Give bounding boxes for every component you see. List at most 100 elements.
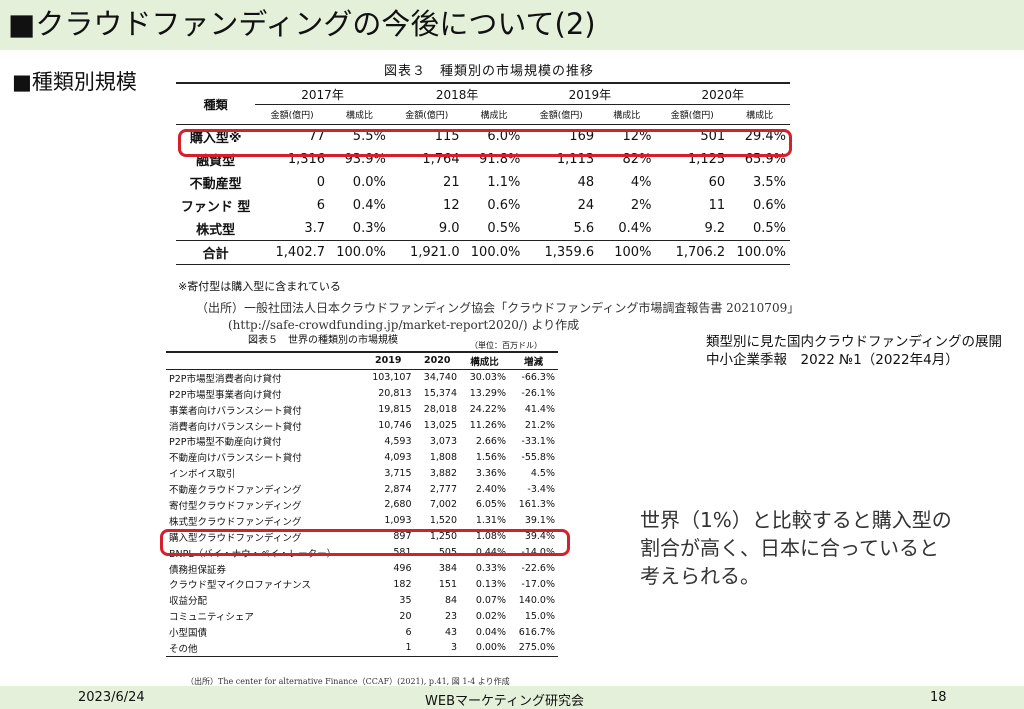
category-cell: 消費者向けバランスシート貸付: [169, 421, 302, 433]
value-cell: 581: [393, 547, 412, 559]
value-cell: 2.66%: [475, 435, 506, 447]
value-cell: 0.04%: [475, 626, 506, 638]
year-header: 2020年: [655, 82, 790, 105]
table2-header: 増減: [509, 350, 558, 370]
amount-cell: 3.7: [304, 221, 326, 236]
value-cell: 1,808: [429, 451, 458, 463]
value-cell: 20: [399, 610, 412, 622]
value-cell: -55.8%: [521, 451, 555, 463]
value-cell: 496: [393, 563, 412, 575]
value-cell: 1.31%: [475, 515, 506, 527]
value-cell: 34,740: [423, 372, 458, 384]
reference-journal: 中小企業季報 2022 №1（2022年4月）: [706, 352, 959, 368]
reference-citation: 類型別に見た国内クラウドファンディングの展開 中小企業季報 2022 №1（20…: [706, 333, 1002, 369]
table2-unit: （単位：百万ドル）: [470, 341, 542, 350]
value-cell: 20,813: [378, 388, 412, 400]
table2-header: 2019: [362, 350, 415, 370]
table-row: P2P市場型不動産向け貸付 4,593 3,073 2.66% -33.1%: [166, 433, 558, 449]
row-label: 融資型: [196, 154, 236, 169]
value-cell: 0.13%: [475, 578, 506, 590]
value-cell: -26.1%: [521, 388, 555, 400]
table-row: 事業者向けバランスシート貸付 19,815 28,018 24.22% 41.4%: [166, 402, 558, 418]
table1-body: 購入型※ 77 5.5% 115 6.0% 169 12% 501 29.4% 融資型 1,316 9…: [176, 125, 790, 265]
ratio-cell: 0.0%: [352, 175, 386, 190]
value-cell: 1: [362, 640, 415, 657]
amount-cell: 9.2: [704, 221, 726, 236]
amount-cell: 6: [316, 198, 326, 213]
category-cell: クラウド型マイクロファイナンス: [169, 580, 311, 592]
table-row: 不動産型 0 0.0% 21 1.1% 48 4% 60 3.5%: [176, 171, 790, 194]
value-cell: 2,680: [384, 499, 412, 511]
value-cell: -66.3%: [521, 372, 555, 384]
commentary-line: 世界（1%）と比較すると購入型の: [640, 508, 952, 532]
ratio-cell: 0.6%: [752, 198, 786, 213]
amount-cell: 9.0: [438, 221, 460, 236]
category-cell: コミュニティシェア: [169, 612, 254, 624]
table1-source: （出所）一般社団法人日本クラウドファンディング協会「クラウドファンディング市場調…: [196, 301, 800, 315]
amount-cell: 1,706.2: [655, 240, 730, 265]
footer-bar: 2023/6/24 WEBマーケティング研究会 18: [0, 686, 1024, 709]
value-cell: -22.6%: [521, 563, 555, 575]
page-number: 18: [930, 690, 947, 705]
amount-cell: 21: [443, 175, 460, 190]
year-header: 2019年: [524, 82, 656, 105]
category-cell: P2P市場型不動産向け貸付: [169, 437, 282, 449]
ratio-subheader: 構成比: [463, 104, 525, 125]
row-label: 株式型: [196, 223, 236, 238]
value-cell: 182: [393, 578, 412, 590]
value-cell: 23: [444, 610, 458, 622]
year-header: 2017年: [255, 82, 390, 105]
value-cell: 15,374: [423, 388, 458, 400]
table-row: 不動産向けバランスシート貸付 4,093 1,808 1.56% -55.8%: [166, 449, 558, 465]
ratio-cell: 100%: [598, 240, 656, 265]
value-cell: 1.08%: [475, 531, 506, 543]
value-cell: 4.5%: [530, 467, 555, 479]
value-cell: 2,777: [429, 483, 458, 495]
table-row: クラウド型マイクロファイナンス 182 151 0.13% -17.0%: [166, 576, 558, 592]
table1-corner-header: 種類: [176, 82, 256, 125]
table-row: その他 1 3 0.00% 275.0%: [166, 640, 558, 657]
table2-header: [166, 350, 362, 370]
value-cell: 6.05%: [475, 499, 506, 511]
value-cell: 2,874: [384, 483, 412, 495]
commentary-line: 割合が高く、日本に合っていると: [640, 536, 939, 560]
table-row: ファンド 型 6 0.4% 12 0.6% 24 2% 11 0.6%: [176, 194, 790, 217]
amount-cell: 77: [308, 129, 326, 144]
amount-cell: 115: [434, 129, 460, 144]
table-row: 合計 1,402.7 100.0% 1,921.0 100.0% 1,359.6 100% 1…: [176, 240, 790, 265]
value-cell: 3: [414, 640, 461, 657]
section-heading: ■種類別規模: [12, 70, 137, 94]
value-cell: 3,882: [429, 467, 458, 479]
amount-cell: 501: [700, 129, 726, 144]
table-row: 株式型クラウドファンディング 1,093 1,520 1.31% 39.1%: [166, 513, 558, 529]
category-cell: 不動産向けバランスシート貸付: [169, 453, 302, 465]
amount-subheader: 金額(億円): [655, 104, 730, 125]
value-cell: 4,593: [384, 435, 412, 447]
ratio-cell: 100.0%: [729, 240, 790, 265]
amount-cell: 12: [443, 198, 460, 213]
ratio-cell: 1.1%: [487, 175, 521, 190]
value-cell: 7,002: [429, 499, 458, 511]
value-cell: -14.0%: [521, 547, 555, 559]
value-cell: 39.4%: [524, 531, 555, 543]
value-cell: 28,018: [423, 404, 458, 416]
value-cell: 1.56%: [475, 451, 506, 463]
table1-source-url: (http://safe-crowdfunding.jp/market-repo…: [228, 318, 580, 332]
value-cell: 0.44%: [475, 547, 506, 559]
value-cell: 41.4%: [524, 404, 555, 416]
value-cell: 3.36%: [475, 467, 506, 479]
value-cell: 11.26%: [469, 420, 506, 431]
table-row: 購入型クラウドファンディング 897 1,250 1.08% 39.4%: [166, 529, 558, 545]
amount-cell: 60: [708, 175, 726, 190]
commentary: 世界（1%）と比較すると購入型の 割合が高く、日本に合っていると 考えられる。: [640, 506, 952, 590]
category-cell: 寄付型クラウドファンディング: [169, 500, 302, 512]
table-row: コミュニティシェア 20 23 0.02% 15.0%: [166, 608, 558, 624]
domestic-market-table: 種類 2017年 2018年 2019年 2020年 金額(億円) 構成比 金額…: [176, 82, 790, 265]
amount-cell: 1,402.7: [255, 240, 330, 265]
table2-caption: 図表５ 世界の種類別の市場規模: [248, 335, 398, 346]
table-row: 寄付型クラウドファンディング 2,680 7,002 6.05% 161.3%: [166, 497, 558, 513]
table-row: 小型国債 6 43 0.04% 616.7%: [166, 624, 558, 640]
value-cell: 1,250: [429, 531, 458, 543]
title-bar: [0, 0, 1024, 50]
ratio-cell: 6.0%: [487, 129, 521, 144]
